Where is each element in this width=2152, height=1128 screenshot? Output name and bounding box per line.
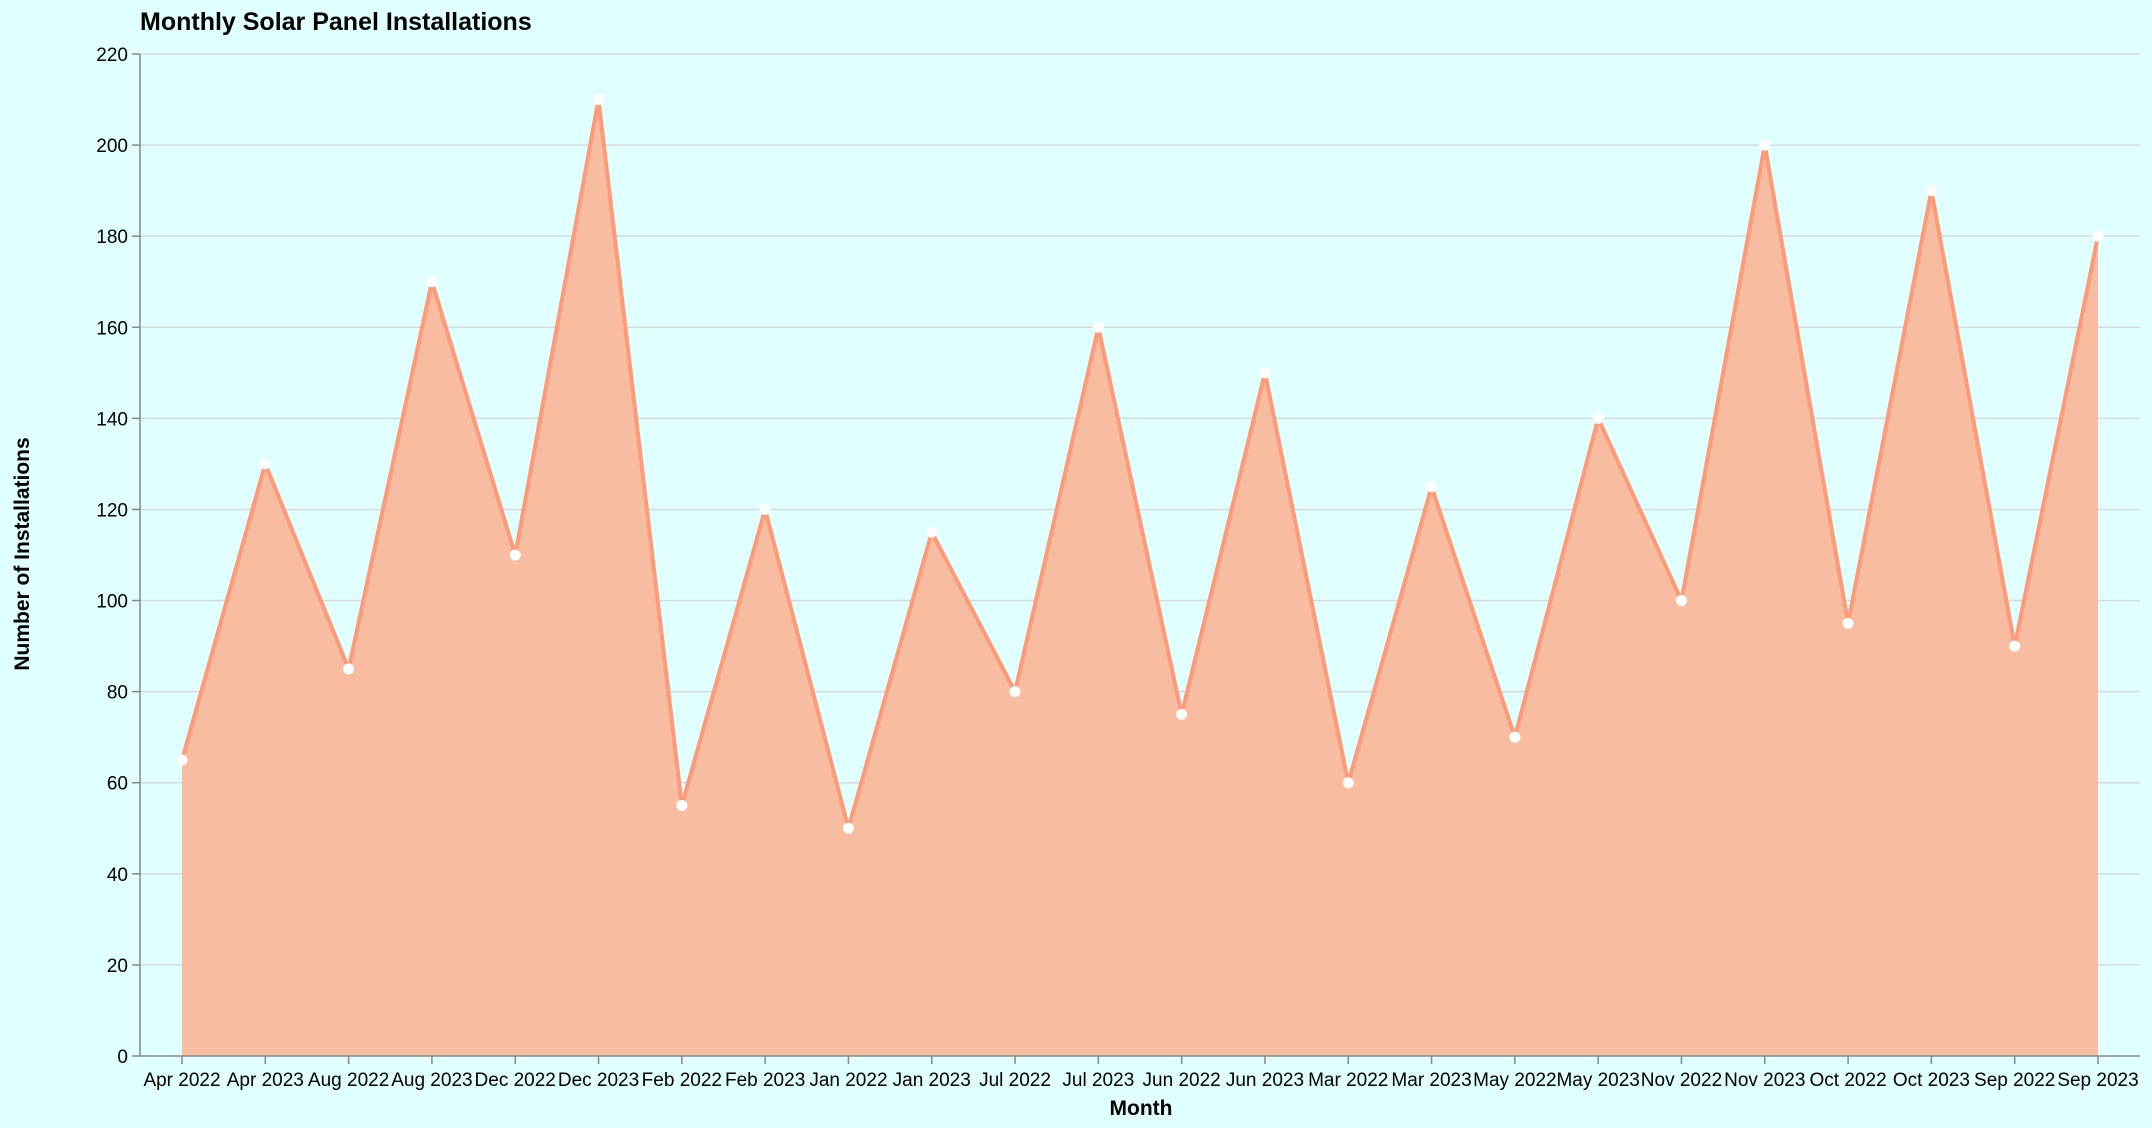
y-tick-label: 0 bbox=[117, 1047, 128, 1068]
x-tick-label: Nov 2023 bbox=[1724, 1070, 1805, 1091]
x-tick-label: Feb 2023 bbox=[725, 1070, 805, 1091]
data-point bbox=[1259, 367, 1271, 379]
area-series bbox=[180, 97, 2100, 1057]
y-tick-label: 80 bbox=[107, 683, 128, 704]
data-point bbox=[842, 822, 854, 834]
y-tick-label: 20 bbox=[107, 956, 128, 977]
data-point bbox=[1509, 731, 1521, 743]
x-tick-label: May 2022 bbox=[1473, 1070, 1556, 1091]
data-point bbox=[926, 526, 938, 538]
data-point bbox=[426, 276, 438, 288]
x-tick-label: Feb 2022 bbox=[642, 1070, 722, 1091]
data-point bbox=[2009, 640, 2021, 652]
data-point bbox=[1009, 686, 1021, 698]
x-tick-label: Aug 2022 bbox=[308, 1070, 389, 1091]
y-tick-label: 180 bbox=[96, 227, 128, 248]
data-point bbox=[1176, 708, 1188, 720]
x-tick-label: Dec 2022 bbox=[475, 1070, 556, 1091]
x-tick-label: Mar 2022 bbox=[1308, 1070, 1388, 1091]
y-tick-label: 200 bbox=[96, 136, 128, 157]
y-tick-label: 100 bbox=[96, 592, 128, 613]
series-line bbox=[180, 97, 2100, 831]
x-tick-label: Jan 2023 bbox=[893, 1070, 971, 1091]
data-point bbox=[759, 503, 771, 515]
data-point bbox=[259, 458, 271, 470]
area-fill bbox=[182, 99, 2098, 1057]
y-tick-label: 140 bbox=[96, 409, 128, 430]
y-tick-label: 120 bbox=[96, 500, 128, 521]
x-tick-label: Apr 2022 bbox=[143, 1070, 220, 1091]
x-axis-title: Month bbox=[1110, 1097, 1173, 1120]
data-point bbox=[176, 754, 188, 766]
data-point bbox=[676, 800, 688, 811]
x-tick-label: Jun 2023 bbox=[1226, 1070, 1304, 1091]
x-tick-label: May 2023 bbox=[1556, 1070, 1639, 1091]
x-tick-label: Jul 2022 bbox=[979, 1070, 1051, 1091]
axes: 0 20 40 60 80 100 120 140 160 180 200 220 Apr 2022 Ap… bbox=[96, 45, 2140, 1091]
x-tick-label: Sep 2022 bbox=[1974, 1070, 2055, 1091]
data-point bbox=[1092, 321, 1104, 333]
y-axis-title: Number of Installations bbox=[11, 437, 34, 670]
x-tick-label: Jul 2023 bbox=[1062, 1070, 1134, 1091]
y-tick-label: 40 bbox=[107, 865, 128, 886]
x-tick-label: Oct 2023 bbox=[1893, 1070, 1970, 1091]
x-tick-label: Jun 2022 bbox=[1143, 1070, 1221, 1091]
data-point bbox=[343, 663, 355, 675]
data-point bbox=[1592, 412, 1604, 424]
x-tick-label: Mar 2023 bbox=[1391, 1070, 1471, 1091]
y-tick-label: 160 bbox=[96, 318, 128, 339]
data-point bbox=[509, 549, 521, 561]
data-point bbox=[1342, 777, 1354, 789]
y-tick-label: 60 bbox=[107, 774, 128, 795]
data-point bbox=[1759, 139, 1771, 151]
x-tick-label: Dec 2023 bbox=[558, 1070, 639, 1091]
data-point bbox=[1426, 481, 1438, 493]
data-point bbox=[1925, 185, 1937, 197]
data-points bbox=[176, 94, 2104, 834]
data-point bbox=[1842, 617, 1854, 629]
x-tick-label: Apr 2023 bbox=[227, 1070, 304, 1091]
data-point bbox=[593, 94, 605, 106]
y-tick-label: 220 bbox=[96, 45, 128, 66]
data-point bbox=[1675, 595, 1687, 607]
x-tick-label: Jan 2022 bbox=[809, 1070, 887, 1091]
x-tick-label: Oct 2022 bbox=[1810, 1070, 1887, 1091]
x-tick-label: Nov 2022 bbox=[1641, 1070, 1722, 1091]
data-point bbox=[2092, 230, 2104, 242]
x-tick-label: Aug 2023 bbox=[391, 1070, 472, 1091]
chart-title: Monthly Solar Panel Installations bbox=[140, 8, 532, 36]
x-tick-label: Sep 2023 bbox=[2057, 1070, 2138, 1091]
